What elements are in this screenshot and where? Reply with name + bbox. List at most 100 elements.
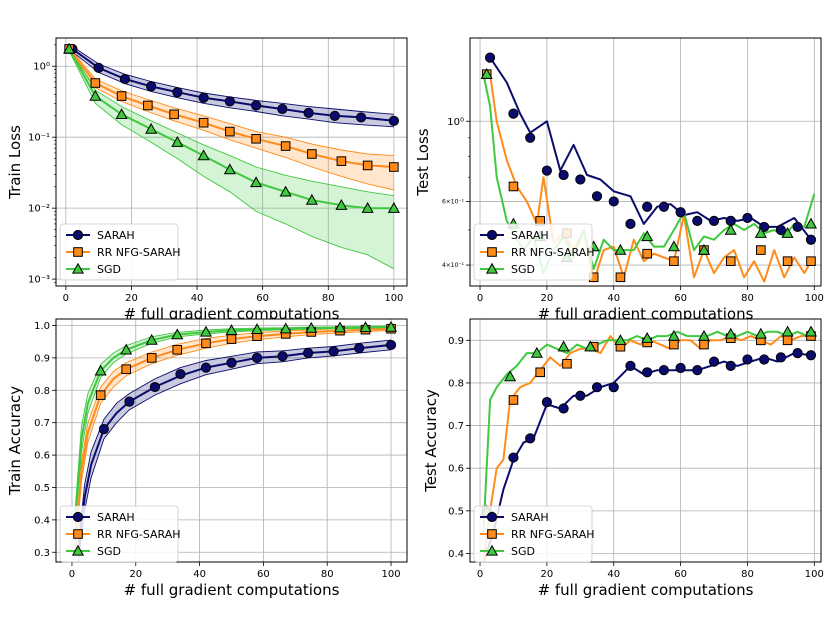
y-tick-label: 0.9 <box>448 336 464 347</box>
x-axis-label: # full gradient computations <box>538 581 754 599</box>
data-point <box>149 381 161 393</box>
plot-test-accuracy: 0 20 40 60 80 100 0.4 0.5 0.6 0.7 0.8 0.9 # full gra… <box>422 318 824 599</box>
data-point <box>124 396 135 407</box>
data-point <box>89 89 102 101</box>
legend-marker <box>487 529 497 539</box>
data-point <box>359 321 372 333</box>
data-point <box>742 212 753 224</box>
legend: SARAH RR NFG-SARAH SGD <box>473 505 595 563</box>
x-tick-label: 80 <box>741 293 754 304</box>
x-tick-label: 0 <box>477 569 483 580</box>
legend-label: SGD <box>97 545 121 558</box>
data-point <box>669 256 679 266</box>
data-point <box>328 346 339 357</box>
data-point <box>708 356 720 367</box>
data-point <box>508 108 519 119</box>
data-point <box>226 357 237 368</box>
x-tick-label: 40 <box>193 569 206 580</box>
data-point <box>625 360 636 371</box>
data-point <box>225 126 235 137</box>
data-point <box>806 256 816 266</box>
data-point <box>226 334 237 344</box>
data-point <box>197 149 210 161</box>
legend-label: SARAH <box>97 229 135 242</box>
x-tick-label: 60 <box>674 293 687 304</box>
data-point <box>781 226 794 238</box>
legend-marker <box>71 544 85 556</box>
x-tick-label: 40 <box>607 293 620 304</box>
band-lower-0 <box>77 349 392 562</box>
data-point <box>805 234 817 245</box>
data-point <box>669 339 679 350</box>
x-tick-label: 40 <box>191 293 204 304</box>
y-tick-label: 0.6 <box>448 464 464 475</box>
data-point <box>614 334 627 345</box>
data-point <box>90 78 101 88</box>
data-point <box>642 201 653 212</box>
series-layer <box>63 42 400 270</box>
data-point <box>93 62 104 73</box>
band-upper-0 <box>77 339 392 543</box>
legend-marker <box>73 529 83 539</box>
data-point <box>642 248 652 259</box>
x-tick-label: 60 <box>674 569 687 580</box>
y-tick-label: 0.7 <box>448 421 464 432</box>
y-tick-label: 6×10⁻¹ <box>442 198 465 205</box>
data-point <box>692 215 703 226</box>
data-point <box>361 201 374 213</box>
data-point <box>389 162 399 172</box>
legend-label: SGD <box>97 263 121 276</box>
data-point <box>725 360 736 371</box>
data-point <box>792 348 803 359</box>
data-point <box>251 100 262 111</box>
legend-marker <box>72 511 84 523</box>
data-point <box>116 91 127 101</box>
data-point <box>277 351 288 362</box>
data-point <box>775 224 786 236</box>
series-line-0 <box>77 343 392 553</box>
data-point <box>558 169 569 181</box>
y-tick-label: 10⁰ <box>33 62 50 73</box>
plot-train-accuracy: 0 20 40 60 80 100 0.3 0.4 0.5 0.6 0.7 0.8 0.9 1.0 # fu… <box>6 318 408 599</box>
legend-marker <box>486 229 498 241</box>
legend-box <box>473 505 593 563</box>
x-axis-label: # full gradient computations <box>124 581 340 599</box>
legend-box <box>59 505 179 563</box>
data-point <box>145 122 158 134</box>
data-point <box>201 338 211 349</box>
data-point <box>782 335 793 346</box>
legend-box <box>473 223 593 281</box>
data-point <box>329 110 340 121</box>
data-point <box>171 135 184 147</box>
x-tick-label: 20 <box>541 293 554 304</box>
data-point <box>225 324 238 335</box>
data-point <box>535 367 546 378</box>
data-point <box>697 243 711 255</box>
data-point <box>199 325 213 337</box>
data-point <box>504 370 517 382</box>
data-point <box>615 272 626 283</box>
data-point <box>143 100 153 111</box>
data-point <box>725 256 736 266</box>
band-lower-1 <box>74 329 392 559</box>
data-point <box>119 73 130 85</box>
data-point <box>541 397 552 408</box>
grid <box>470 38 821 286</box>
data-point <box>145 333 158 345</box>
data-point <box>302 347 314 359</box>
x-tick-label: 100 <box>384 293 403 304</box>
data-point <box>697 329 711 341</box>
data-point <box>198 117 209 128</box>
x-tick-label: 80 <box>321 569 334 580</box>
y-tick-label: 10⁻¹ <box>28 133 50 144</box>
series-line-1 <box>74 327 392 553</box>
y-tick-label: 0.7 <box>34 418 50 429</box>
y-tick-label: 0.6 <box>34 451 50 462</box>
data-point <box>307 149 317 159</box>
data-point <box>658 365 669 376</box>
data-point <box>120 343 133 355</box>
data-point <box>354 343 365 354</box>
y-tick-label: 10⁰ <box>447 117 464 128</box>
data-point <box>591 191 603 202</box>
